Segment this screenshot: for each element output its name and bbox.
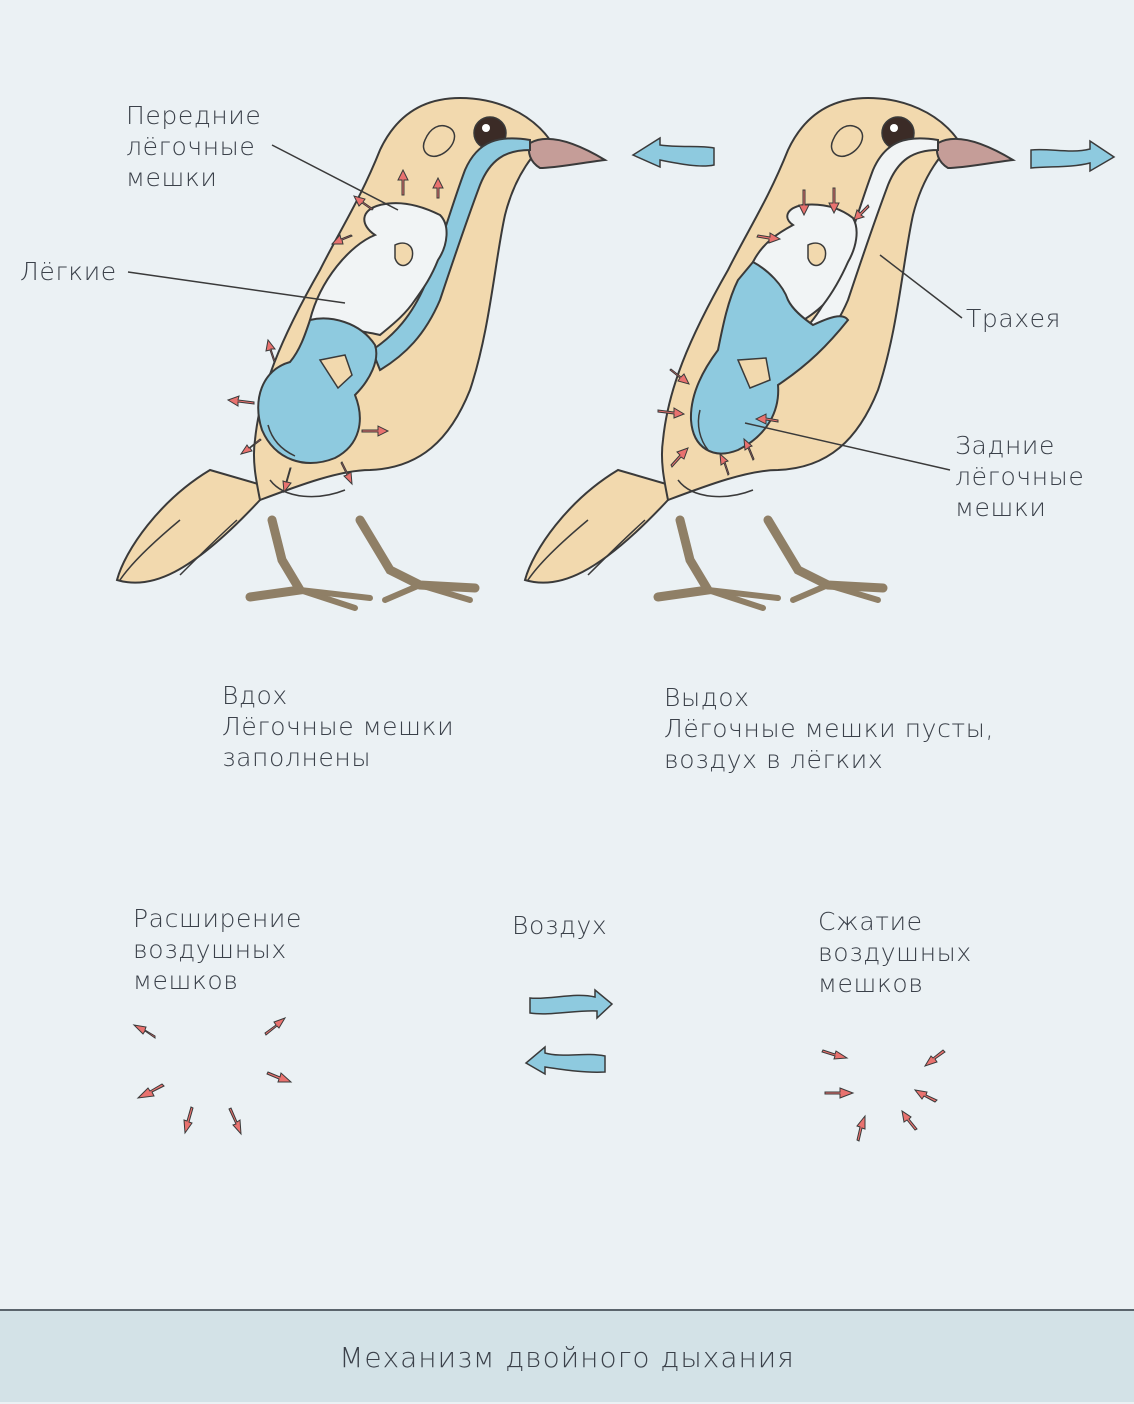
leader-lines <box>127 144 963 471</box>
label-front-sacs-line3: мешки <box>126 163 218 192</box>
footer-title: Механизм двойного дыхания <box>339 1341 795 1374</box>
caption-inhale-title: Вдох <box>222 681 288 710</box>
legend-compression-label: Сжатие воздушных мешков <box>818 906 972 999</box>
caption-exhale-line3: воздух в лёгких <box>664 745 884 774</box>
legend-air-arrow-right <box>529 988 614 1020</box>
caption-inhale: Вдох Лёгочные мешки заполнены <box>222 680 454 773</box>
label-lungs: Лёгкие <box>20 257 117 286</box>
rear-sacs-exhale <box>689 260 850 455</box>
pressure-arrows-out <box>226 168 444 494</box>
label-front-sacs-line2: лёгочные <box>126 132 256 161</box>
legend-air-arrow-left <box>524 1045 606 1076</box>
legend-compression-line3: мешков <box>818 969 924 998</box>
air-arrow-out <box>1030 139 1116 173</box>
bird-inhale <box>117 98 605 608</box>
legend-compression-line2: воздушных <box>818 938 972 967</box>
legend-air-arrows <box>524 988 614 1076</box>
pressure-arrows-in <box>657 187 870 476</box>
caption-exhale-line2: Лёгочные мешки пусты, <box>664 714 995 743</box>
lungs-inhale <box>308 202 448 337</box>
legend-expansion-line2: воздушных <box>133 935 287 964</box>
label-rear-sacs-line2: лёгочные <box>955 462 1085 491</box>
legend-compression-line1: Сжатие <box>818 907 923 936</box>
legend-expansion-line3: мешков <box>133 966 239 995</box>
legend-expansion-arrows <box>132 1017 293 1136</box>
label-trachea: Трахея <box>966 304 1062 333</box>
footer-band: Механизм двойного дыхания <box>0 1309 1134 1402</box>
caption-inhale-line2: Лёгочные мешки <box>222 712 455 741</box>
bird-exhale <box>525 98 1013 608</box>
legend-expansion-line1: Расширение <box>133 904 302 933</box>
label-rear-sacs-line1: Задние <box>955 431 1055 460</box>
label-rear-sacs-line3: мешки <box>955 493 1047 522</box>
legend-compression-arrows <box>821 1049 946 1142</box>
rear-sacs-inhale <box>257 317 378 464</box>
legend-air-label: Воздух <box>512 911 608 940</box>
caption-exhale: Выдох Лёгочные мешки пусты, воздух в лёг… <box>664 682 994 775</box>
label-front-sacs: Передние лёгочные мешки <box>126 100 261 193</box>
caption-inhale-line3: заполнены <box>222 743 372 772</box>
legend-expansion-label: Расширение воздушных мешков <box>133 903 302 996</box>
caption-exhale-title: Выдох <box>664 683 750 712</box>
label-rear-sacs: Задние лёгочные мешки <box>955 430 1084 523</box>
air-arrow-in <box>631 136 715 169</box>
label-front-sacs-line1: Передние <box>126 101 262 130</box>
